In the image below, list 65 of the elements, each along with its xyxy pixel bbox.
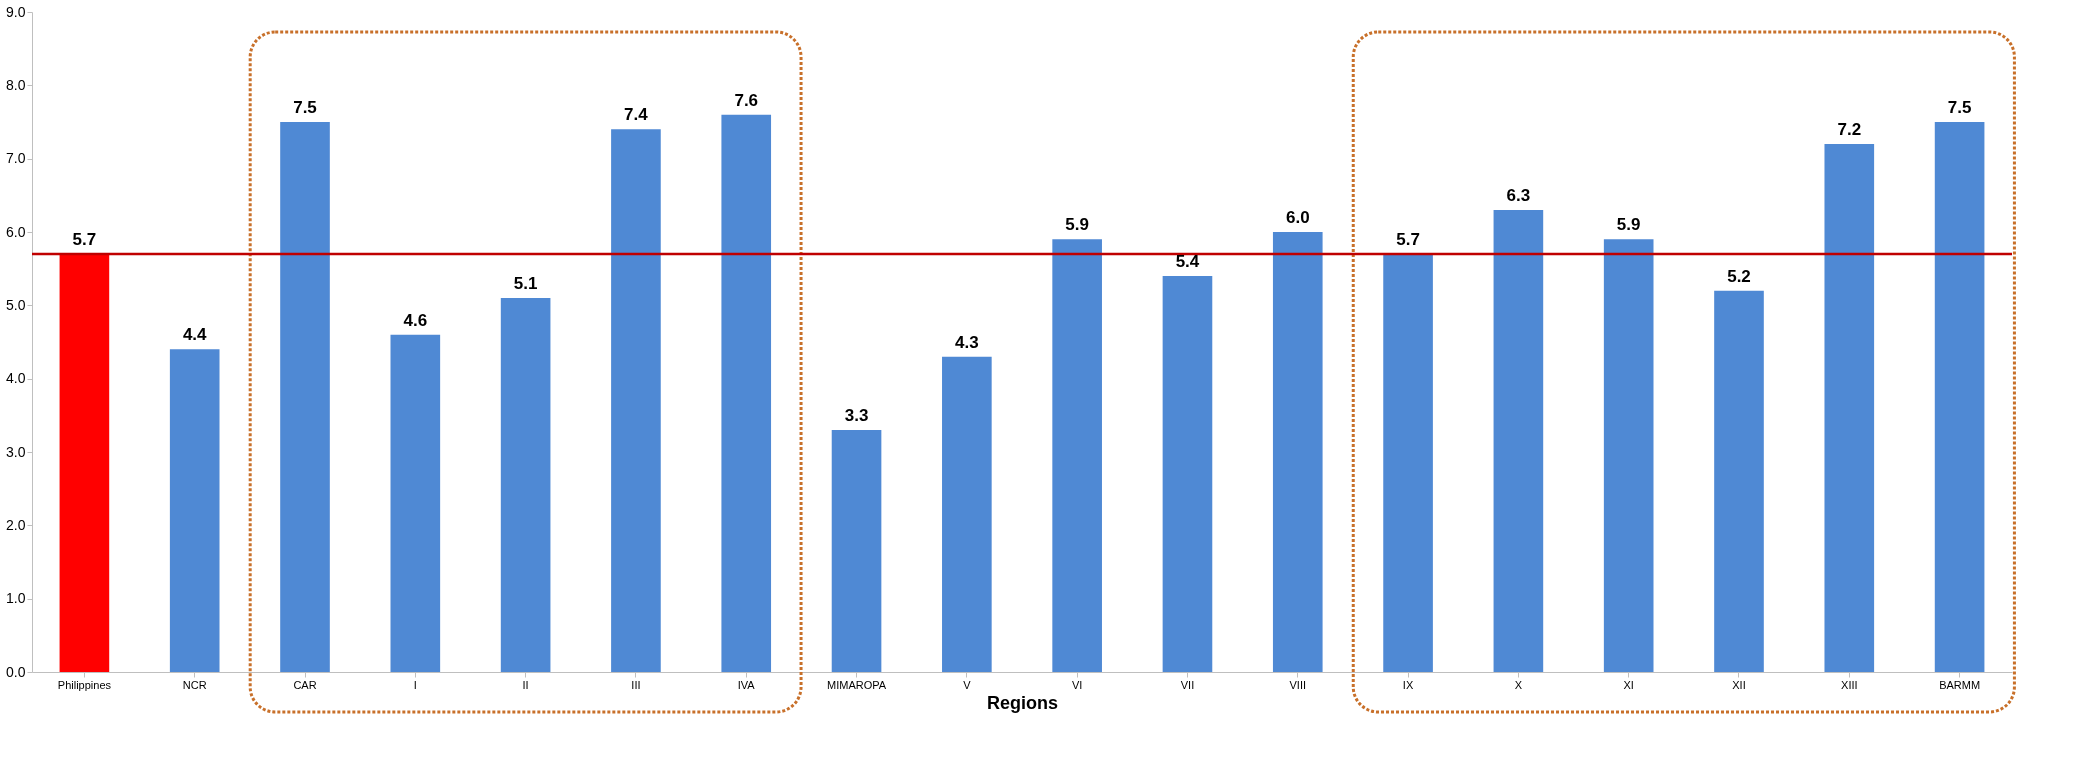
bar <box>1714 290 1764 672</box>
y-tick-label: 4.0 <box>6 370 26 387</box>
data-label: 5.1 <box>513 274 538 293</box>
bar <box>1824 144 1875 672</box>
x-tick-label: VIII <box>1289 678 1307 691</box>
data-label: 5.7 <box>1396 230 1420 249</box>
bar <box>280 122 330 672</box>
data-label: 4.3 <box>955 332 979 352</box>
x-tick-label: Philippines <box>57 678 112 691</box>
bar <box>1272 232 1323 672</box>
data-label: 7.5 <box>293 98 317 117</box>
x-tick-label: X <box>1514 678 1523 691</box>
y-tick-label: 5.0 <box>6 296 26 313</box>
x-tick-label: BARMM <box>1939 678 1981 691</box>
y-tick-label: 7.0 <box>6 150 26 167</box>
y-tick-label: 8.0 <box>6 76 26 93</box>
x-tick-label: CAR <box>293 678 317 691</box>
bar <box>1493 210 1544 672</box>
y-tick-label: 9.0 <box>6 3 26 20</box>
x-axis-title: Regions <box>986 692 1059 713</box>
y-tick-label: 0.0 <box>6 663 26 680</box>
bar <box>611 129 661 672</box>
data-label: 7.2 <box>1837 120 1862 139</box>
data-label: 7.5 <box>1947 98 1972 117</box>
data-label: 6.0 <box>1285 208 1310 227</box>
y-tick-label: 3.0 <box>6 443 26 460</box>
y-tick-label: 6.0 <box>6 223 26 240</box>
x-tick-label: IX <box>1402 678 1414 691</box>
data-label: 5.4 <box>1175 252 1200 271</box>
bar <box>169 349 220 672</box>
data-label: 4.6 <box>403 310 428 330</box>
bar <box>942 356 992 672</box>
y-tick-label: 2.0 <box>6 516 26 533</box>
data-label: 5.2 <box>1727 266 1751 286</box>
x-tick-label: XI <box>1623 678 1634 691</box>
x-tick-label: IVA <box>737 678 756 691</box>
x-tick-label: II <box>522 678 529 691</box>
bar <box>1383 254 1433 672</box>
data-label: 5.9 <box>1616 215 1641 235</box>
data-label: 3.3 <box>844 406 869 425</box>
bar <box>500 298 551 672</box>
data-label: 7.6 <box>734 90 759 110</box>
bar <box>390 334 441 672</box>
data-label: 5.7 <box>72 230 97 249</box>
bar <box>831 430 882 672</box>
data-label: 5.9 <box>1065 215 1089 235</box>
bar <box>1162 276 1213 672</box>
bar <box>721 114 772 672</box>
x-tick-label: VI <box>1071 678 1083 691</box>
x-tick-label: I <box>413 678 417 691</box>
bar <box>1052 239 1102 672</box>
bar <box>59 254 110 672</box>
x-tick-label: VII <box>1180 678 1195 691</box>
y-tick-label: 1.0 <box>6 590 26 607</box>
x-tick-label: XIII <box>1841 678 1858 691</box>
bar <box>1603 239 1654 672</box>
x-tick-label: XII <box>1732 678 1746 691</box>
bar <box>1934 122 1985 672</box>
x-tick-label: NCR <box>182 678 207 691</box>
data-label: 6.3 <box>1506 186 1531 205</box>
data-label: 7.4 <box>624 105 649 125</box>
x-tick-label: MIMAROPA <box>827 678 887 691</box>
x-tick-label: III <box>631 678 641 691</box>
x-tick-label: V <box>963 678 972 691</box>
data-label: 4.4 <box>182 325 208 345</box>
